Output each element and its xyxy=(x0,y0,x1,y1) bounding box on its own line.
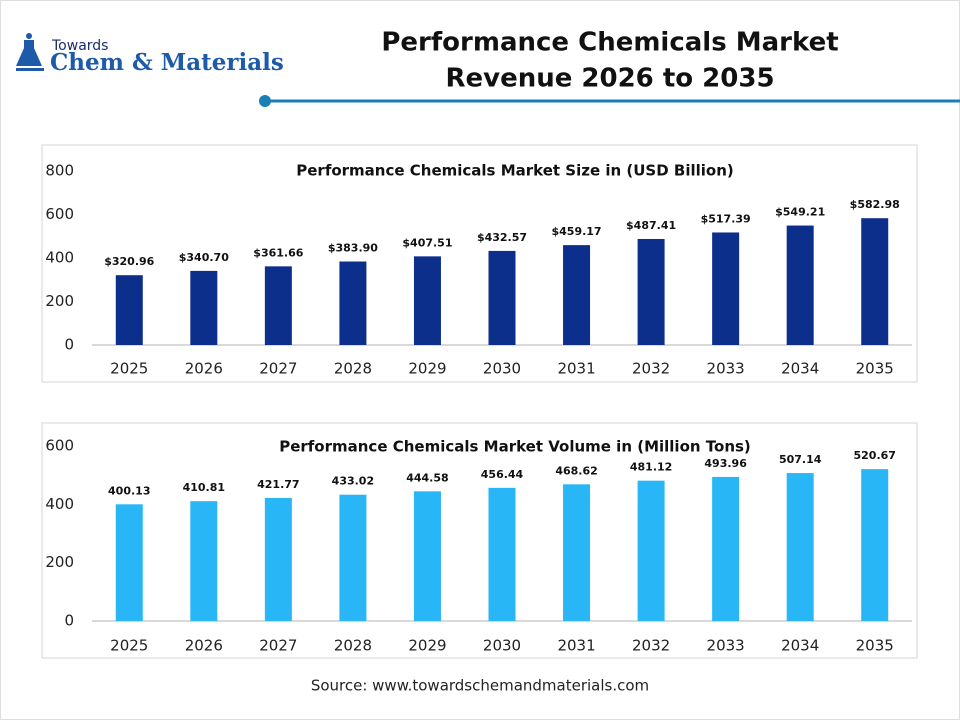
bar xyxy=(712,476,740,621)
x-tick-label: 2028 xyxy=(334,637,372,655)
bar xyxy=(861,218,889,345)
bar xyxy=(861,469,889,621)
x-tick-label: 2031 xyxy=(557,637,595,655)
y-tick-label: 0 xyxy=(64,336,74,354)
x-tick-label: 2032 xyxy=(632,637,670,655)
data-label: $383.90 xyxy=(328,242,378,255)
data-label: 493.96 xyxy=(704,457,747,470)
page-title: Revenue 2026 to 2035 xyxy=(445,64,774,94)
bar xyxy=(190,501,218,621)
bar xyxy=(115,504,143,621)
data-label: $549.21 xyxy=(775,206,825,219)
x-tick-label: 2035 xyxy=(856,360,894,378)
data-label: 421.77 xyxy=(257,478,299,491)
data-label: 481.12 xyxy=(630,461,672,474)
bar xyxy=(190,270,218,345)
bar xyxy=(786,225,814,345)
bar xyxy=(264,497,292,621)
bar xyxy=(637,238,665,345)
y-tick-label: 400 xyxy=(45,249,74,267)
data-label: $432.57 xyxy=(477,231,527,244)
bar xyxy=(563,245,591,345)
x-tick-label: 2026 xyxy=(185,360,223,378)
header-dot xyxy=(259,95,271,107)
data-label: 520.67 xyxy=(854,449,896,462)
bar xyxy=(339,261,367,345)
x-tick-label: 2026 xyxy=(185,637,223,655)
bar xyxy=(488,250,516,345)
data-label: 456.44 xyxy=(481,468,524,481)
bar xyxy=(563,484,591,621)
y-tick-label: 600 xyxy=(45,437,74,455)
data-label: 444.58 xyxy=(406,471,448,484)
chart-title: Performance Chemicals Market Volume in (… xyxy=(279,438,751,456)
x-tick-label: 2025 xyxy=(110,637,148,655)
y-tick-label: 200 xyxy=(45,553,74,571)
bar xyxy=(413,256,441,345)
x-tick-label: 2027 xyxy=(259,360,297,378)
y-tick-label: 600 xyxy=(45,205,74,223)
bar xyxy=(115,275,143,345)
x-tick-label: 2034 xyxy=(781,360,819,378)
data-label: 433.02 xyxy=(332,475,374,488)
data-label: $320.96 xyxy=(104,255,154,268)
bar xyxy=(488,487,516,621)
data-label: 507.14 xyxy=(779,453,822,466)
data-label: $582.98 xyxy=(850,198,900,211)
x-tick-label: 2034 xyxy=(781,637,819,655)
data-label: 400.13 xyxy=(108,484,150,497)
x-tick-label: 2025 xyxy=(110,360,148,378)
chart-frame xyxy=(41,144,918,383)
data-label: $487.41 xyxy=(626,219,676,232)
x-tick-label: 2030 xyxy=(483,637,521,655)
x-tick-label: 2027 xyxy=(259,637,297,655)
x-tick-label: 2035 xyxy=(856,637,894,655)
source: Source: www.towardschemandmaterials.com xyxy=(311,677,649,695)
x-tick-label: 2029 xyxy=(408,360,446,378)
bar xyxy=(712,232,740,345)
data-label: $361.66 xyxy=(253,246,303,259)
bar xyxy=(339,494,367,621)
logo-small: Towards xyxy=(51,38,108,54)
y-tick-label: 800 xyxy=(45,162,74,180)
bar xyxy=(413,491,441,621)
y-tick-label: 0 xyxy=(64,612,74,630)
data-label: 468.62 xyxy=(555,464,597,477)
y-tick-label: 200 xyxy=(45,292,74,310)
x-tick-label: 2031 xyxy=(557,360,595,378)
y-tick-label: 400 xyxy=(45,495,74,513)
x-tick-label: 2030 xyxy=(483,360,521,378)
data-label: $517.39 xyxy=(701,212,751,225)
x-tick-label: 2032 xyxy=(632,360,670,378)
x-tick-label: 2033 xyxy=(707,360,745,378)
chart-title: Performance Chemicals Market Size in (US… xyxy=(296,162,734,180)
x-tick-label: 2029 xyxy=(408,637,446,655)
bar xyxy=(637,480,665,621)
chart-frame xyxy=(41,422,918,659)
logo-main: Chem & Materials xyxy=(50,49,284,76)
data-label: 410.81 xyxy=(183,481,225,494)
x-tick-label: 2028 xyxy=(334,360,372,378)
data-label: $340.70 xyxy=(179,251,229,264)
bar xyxy=(786,473,814,621)
bar xyxy=(264,266,292,345)
page-title: Performance Chemicals Market xyxy=(381,28,838,58)
logo-icon xyxy=(16,33,44,71)
data-label: $407.51 xyxy=(402,236,452,249)
data-label: $459.17 xyxy=(551,225,601,238)
x-tick-label: 2033 xyxy=(707,637,745,655)
